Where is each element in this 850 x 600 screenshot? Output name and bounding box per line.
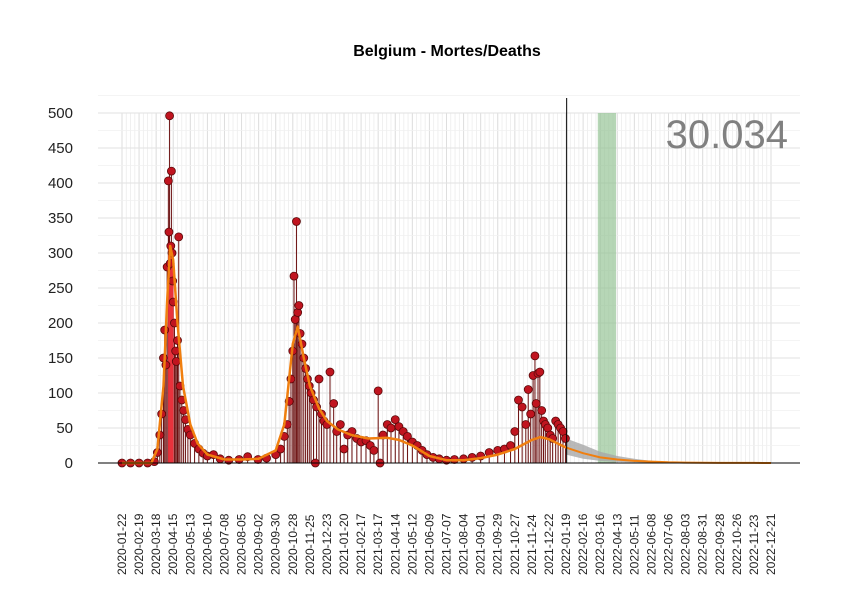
data-point [325, 367, 335, 377]
x-tick-label: 2020-09-30 [269, 513, 283, 575]
forecast-band [566, 438, 771, 463]
x-tick-label: 2021-11-24 [525, 514, 539, 575]
data-point [165, 111, 174, 121]
x-tick-label: 2022-09-28 [713, 513, 727, 575]
x-tick-label: 2020-05-13 [183, 513, 197, 575]
x-tick-label: 2021-12-22 [542, 513, 556, 575]
data-point [523, 385, 533, 394]
data-point [530, 351, 540, 361]
x-tick-label: 2020-03-18 [149, 513, 163, 575]
y-axis: 0 50 100 150 200 250 300 350 400 450 500 [48, 105, 73, 472]
x-tick-label: 2022-02-16 [576, 513, 590, 575]
data-point [561, 434, 570, 443]
x-tick-label: 2021-09-01 [474, 513, 488, 575]
x-tick-label: 2020-10-28 [286, 513, 300, 575]
x-tick-label: 2020-06-10 [200, 513, 214, 575]
data-point [517, 402, 527, 412]
x-tick-label: 2021-08-04 [457, 513, 471, 575]
y-tick-label: 450 [48, 140, 73, 157]
data-point [535, 367, 545, 377]
y-tick-label: 300 [48, 245, 73, 262]
bands [566, 113, 771, 463]
x-tick-label: 2021-03-17 [371, 513, 385, 575]
data-point [514, 395, 523, 405]
y-tick-label: 150 [48, 350, 73, 367]
data-point [373, 386, 383, 396]
trend-line [122, 244, 567, 465]
data-point [386, 423, 396, 433]
shaded-band [597, 113, 617, 463]
x-tick-label: 2021-10-27 [508, 513, 522, 575]
x-tick-label: 2022-04-13 [610, 513, 624, 575]
data-point [521, 420, 531, 429]
x-tick-label: 2021-04-14 [388, 513, 402, 575]
y-tick-label: 100 [48, 385, 73, 402]
x-tick-label: 2022-07-06 [662, 513, 676, 575]
total-deaths-label: 30.034 [666, 113, 788, 157]
x-tick-label: 2020-07-08 [217, 513, 231, 575]
x-tick-label: 2020-01-22 [115, 513, 129, 575]
x-tick-label: 2020-02-19 [132, 513, 146, 575]
data-point [369, 445, 379, 455]
data-point [390, 415, 400, 425]
data-point [163, 176, 173, 186]
x-axis: 2020-01-22 2020-02-19 2020-03-18 2020-04-15… [115, 513, 778, 575]
data-point [335, 420, 345, 429]
data-point [531, 399, 541, 408]
data-point [174, 232, 184, 242]
x-tick-label: 2020-09-02 [252, 513, 266, 575]
x-tick-label: 2021-09-29 [491, 513, 505, 575]
x-tick-label: 2022-11-23 [747, 514, 761, 575]
x-tick-label: 2022-08-03 [679, 513, 693, 575]
x-tick-label: 2020-12-23 [320, 513, 334, 575]
data-point [526, 409, 536, 419]
y-tick-label: 500 [48, 105, 73, 122]
y-tick-label: 250 [48, 280, 73, 297]
x-tick-label: 2021-07-07 [440, 513, 454, 575]
data-point [510, 427, 520, 436]
data-point [289, 271, 299, 281]
y-tick-label: 0 [65, 455, 73, 472]
y-tick-label: 50 [56, 420, 73, 437]
x-tick-label: 2022-06-08 [644, 513, 658, 575]
x-tick-label: 2021-06-09 [422, 513, 436, 575]
data-point [339, 444, 349, 454]
x-tick-label: 2021-02-17 [354, 513, 368, 575]
data-point [164, 227, 174, 237]
y-tick-label: 400 [48, 175, 73, 192]
x-tick-label: 2022-12-21 [764, 513, 778, 575]
x-tick-label: 2022-08-31 [696, 513, 710, 575]
x-tick-label: 2021-05-12 [405, 513, 419, 575]
chart-title: Belgium - Mortes/Deaths [353, 43, 541, 60]
x-tick-label: 2021-01-20 [337, 513, 351, 575]
x-tick-label: 2020-04-15 [166, 513, 180, 575]
data-point [314, 374, 324, 384]
x-tick-label: 2022-01-19 [559, 513, 573, 575]
data-point [294, 301, 304, 310]
x-tick-label: 2020-08-05 [235, 513, 249, 575]
data-point [171, 357, 181, 366]
highlight-bars [168, 246, 174, 463]
x-tick-label: 2022-03-16 [593, 513, 607, 575]
x-tick-label: 2022-05-11 [627, 514, 641, 575]
data-point [537, 406, 547, 415]
highlight-bar [170, 246, 174, 463]
data-point [167, 166, 176, 176]
x-tick-label: 2020-11-25 [303, 514, 317, 575]
x-tick-label: 2022-10-26 [730, 513, 744, 575]
highlight-bar [168, 246, 172, 463]
y-tick-label: 350 [48, 210, 73, 227]
data-point [292, 217, 301, 226]
data-point [403, 431, 412, 441]
y-tick-label: 200 [48, 315, 73, 332]
data-point [329, 399, 339, 408]
